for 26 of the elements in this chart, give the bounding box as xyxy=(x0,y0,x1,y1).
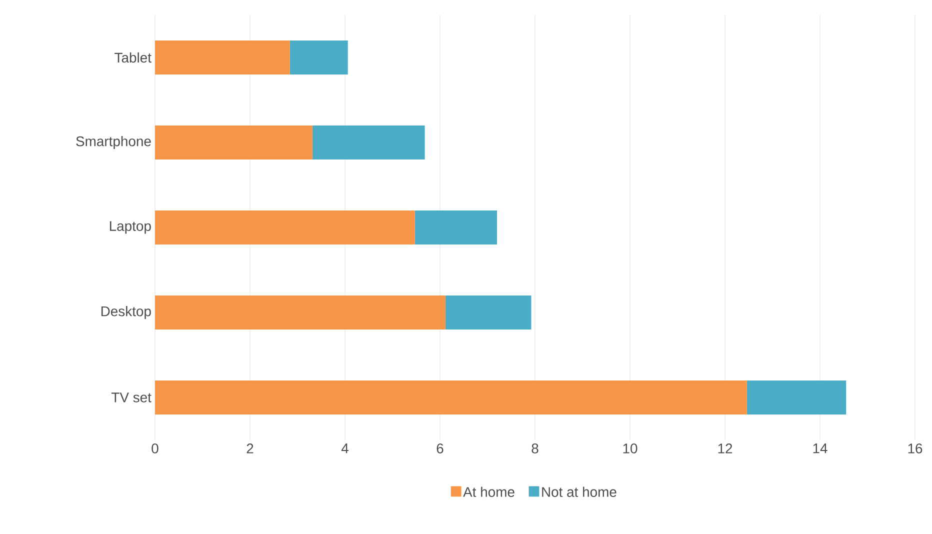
bar xyxy=(445,296,532,330)
bar xyxy=(155,380,747,415)
y-tick-label: Desktop xyxy=(101,306,151,319)
x-tick-label: 4 xyxy=(341,444,348,454)
x-tick-label: 2 xyxy=(246,444,254,454)
x-tick-label: 0 xyxy=(152,444,158,454)
bar xyxy=(155,296,446,330)
x-tick-label: 14 xyxy=(813,444,828,454)
x-tick-label: 6 xyxy=(436,444,444,454)
legend-label: Not at home xyxy=(542,486,616,497)
legend-label: At home xyxy=(463,486,514,497)
bar xyxy=(414,210,498,245)
bar xyxy=(155,40,290,75)
y-tick-label: Tablet xyxy=(114,52,152,63)
y-tick-label: TV set xyxy=(111,392,152,402)
x-tick-label: 16 xyxy=(908,444,922,454)
bar xyxy=(155,210,415,245)
bar xyxy=(290,40,348,75)
bar xyxy=(312,126,425,160)
y-tick-label: Laptop xyxy=(110,221,151,234)
x-tick-label: 12 xyxy=(718,444,732,454)
bar xyxy=(155,126,312,160)
bar xyxy=(746,380,846,415)
x-tick-label: 10 xyxy=(623,444,638,454)
x-tick-label: 8 xyxy=(532,444,538,454)
y-tick-label: Smartphone xyxy=(76,136,151,149)
